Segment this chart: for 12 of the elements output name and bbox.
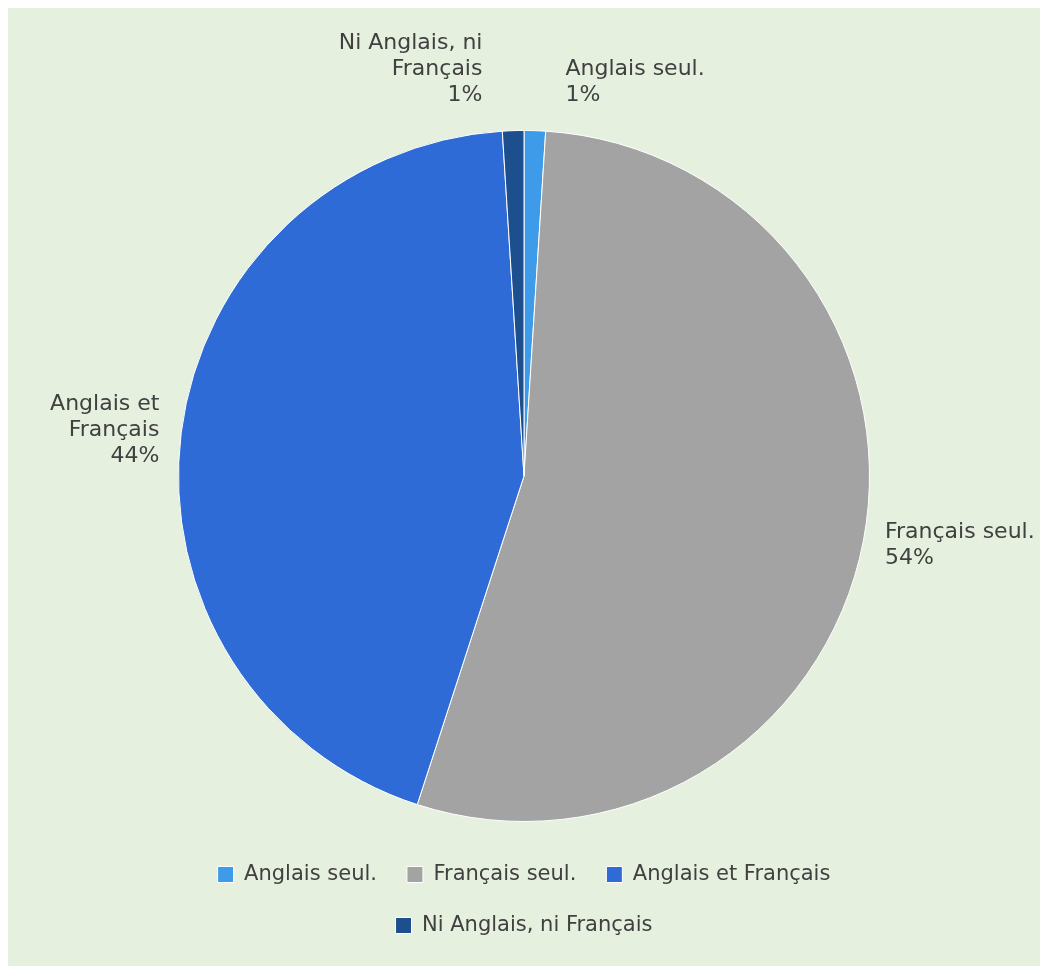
legend-label: Français seul.: [433, 860, 577, 885]
slice-label: Français seul.: [884, 517, 1035, 543]
data-label: 44%: [110, 441, 160, 467]
legend-label: Ni Anglais, ni Français: [422, 911, 653, 936]
slice-label: Ni Anglais, ni Français: [338, 29, 483, 81]
legend-label: Anglais seul.: [244, 860, 377, 885]
data-label: 54%: [884, 543, 934, 569]
legend-label: Anglais et Français: [632, 860, 831, 885]
data-label: 1%: [447, 81, 483, 107]
slice-label: Anglais et Français: [50, 389, 160, 441]
data-label: 1%: [565, 81, 601, 107]
slice-label: Anglais seul.: [565, 55, 705, 81]
